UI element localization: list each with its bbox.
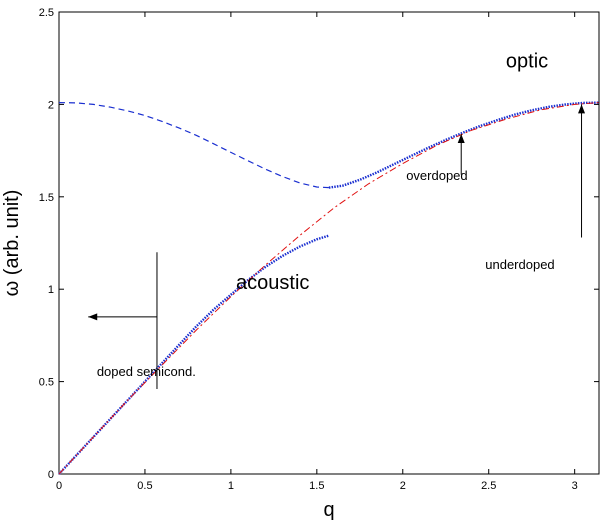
arrow-head	[457, 133, 465, 143]
axis-ticks: 0 0.5 1 1.5 2 2.5 3 0 0.5 1 1.5 2 2.5	[39, 7, 599, 492]
annotation-optic: optic	[506, 50, 548, 72]
annotation-underdoped: underdoped	[485, 257, 554, 272]
annotation-doped-semicond: doped semicond.	[97, 364, 196, 379]
x-tick-label: 0.5	[137, 480, 152, 492]
x-tick-label: 1	[228, 480, 234, 492]
y-tick-label: 2.5	[39, 7, 54, 19]
x-tick-label: 2	[400, 480, 406, 492]
series-line-red-dashdot	[58, 102, 600, 475]
x-axis-title: q	[323, 499, 334, 521]
y-tick-label: 0	[48, 469, 54, 481]
y-tick-label: 2	[48, 99, 54, 111]
series-line-blue-dotted	[328, 101, 600, 189]
annotations-group: optic acoustic overdoped underdoped doped se…	[97, 50, 555, 379]
x-tick-label: 0	[56, 480, 62, 492]
y-tick-label: 0.5	[39, 377, 54, 389]
series-group	[58, 101, 600, 475]
x-tick-label: 1.5	[309, 480, 324, 492]
arrow-head	[88, 313, 98, 321]
series-line-blue-dashed	[58, 102, 329, 189]
y-tick-label: 1	[48, 284, 54, 296]
x-tick-label: 3	[572, 480, 578, 492]
x-tick-label: 2.5	[481, 480, 496, 492]
arrows-group	[88, 104, 586, 389]
y-tick-label: 1.5	[39, 192, 54, 204]
annotation-acoustic: acoustic	[236, 272, 309, 294]
series-line-blue-dotted	[58, 234, 330, 475]
plot-area	[58, 11, 600, 475]
annotation-overdoped: overdoped	[406, 168, 467, 183]
arrow-head	[578, 104, 586, 114]
y-axis-title: ω (arb. unit)	[1, 190, 23, 297]
